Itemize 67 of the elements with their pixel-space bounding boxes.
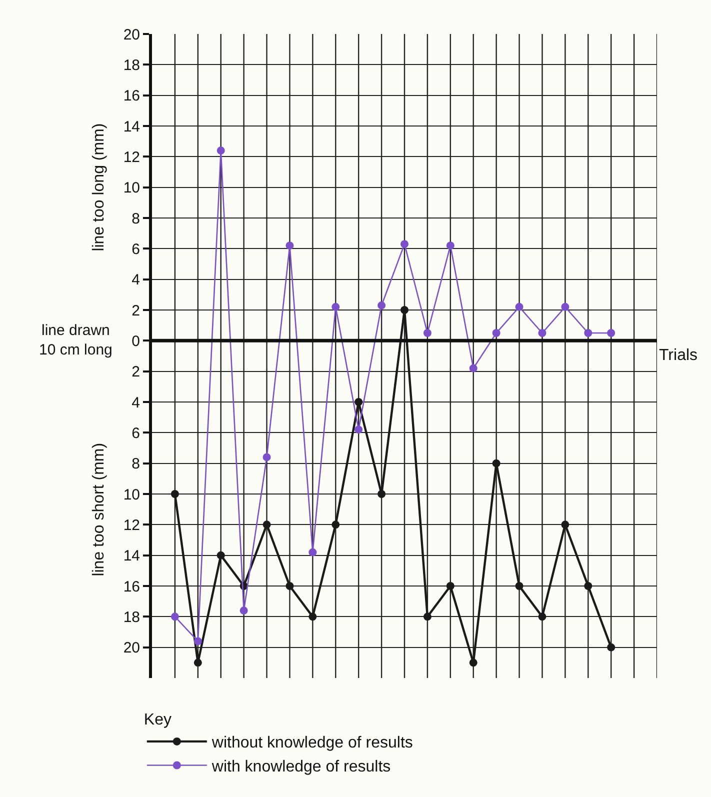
point	[170, 490, 179, 498]
point	[607, 643, 616, 652]
point	[469, 658, 478, 667]
ref-line-label: line drawn 10 cm long	[39, 322, 112, 358]
y-tick-label: 12	[123, 148, 140, 166]
point	[286, 242, 294, 250]
y-tick-label: 20	[123, 640, 140, 657]
point	[584, 329, 592, 337]
y-tick-label: 18	[123, 56, 140, 74]
y-tick-label: 0	[132, 332, 140, 350]
point	[194, 637, 202, 646]
point	[446, 242, 454, 250]
point	[423, 612, 432, 621]
y-tick-label: 20	[123, 26, 140, 44]
legend-label: without knowledge of results	[210, 734, 413, 752]
point	[216, 146, 225, 155]
y-tick-label: 10	[123, 180, 140, 197]
point	[446, 582, 454, 590]
point	[584, 582, 592, 590]
point	[561, 302, 570, 311]
y-tick-label: 14	[123, 118, 140, 136]
y-tick-label: 6	[132, 240, 140, 258]
y-tick-label: 6	[132, 424, 140, 442]
y-tick-label: 2	[132, 302, 140, 320]
point	[194, 658, 202, 667]
point	[262, 520, 271, 529]
x-axis-title: Trials	[659, 347, 698, 364]
point	[240, 606, 248, 615]
point	[378, 490, 386, 498]
y-tick-label: 16	[123, 88, 140, 105]
point	[423, 329, 432, 337]
y-tick-label: 14	[123, 548, 140, 565]
point	[561, 520, 570, 529]
point	[216, 551, 225, 560]
point	[332, 520, 340, 529]
y-tick-label: 18	[123, 608, 140, 626]
y-tick-label: 16	[123, 578, 140, 596]
y-tick-label: 8	[132, 210, 140, 228]
point	[515, 582, 524, 590]
point	[308, 548, 317, 556]
legend-title: Key	[144, 712, 172, 729]
point	[354, 398, 363, 406]
point	[607, 329, 616, 337]
point	[400, 240, 408, 248]
point	[262, 453, 271, 462]
text: line too short (mm)	[90, 442, 108, 576]
point	[538, 329, 546, 337]
y-axis-title: line too long (mm)	[90, 123, 108, 252]
point	[400, 306, 408, 314]
legend-label: with knowledge of results	[210, 758, 391, 776]
point	[515, 302, 524, 311]
point	[378, 301, 386, 310]
y-tick-label: 4	[132, 394, 140, 412]
point	[492, 329, 500, 337]
y-tick-label: 10	[123, 486, 140, 504]
point	[286, 582, 294, 590]
point	[354, 426, 363, 434]
y-tick-label: 4	[132, 272, 140, 289]
y-tick-label: 8	[132, 456, 140, 473]
point	[538, 612, 546, 621]
point	[332, 302, 340, 311]
point	[492, 459, 500, 468]
y-tick-label: 2	[132, 364, 140, 381]
y-tick-label: 12	[123, 516, 140, 534]
point	[170, 612, 179, 621]
point	[308, 612, 317, 621]
point	[469, 364, 478, 372]
